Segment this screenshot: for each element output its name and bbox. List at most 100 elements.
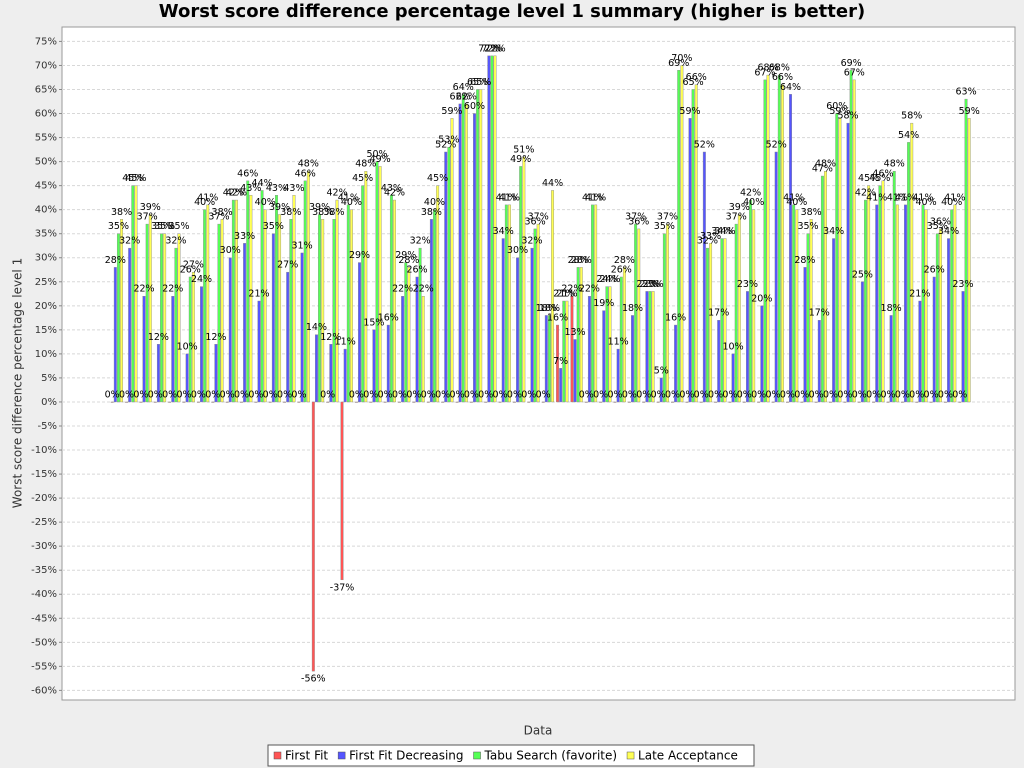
bar <box>335 199 339 403</box>
data-label: 32% <box>119 236 140 247</box>
bar <box>728 401 732 403</box>
y-tick-label: -5% <box>38 421 57 432</box>
y-tick-label: -50% <box>31 637 57 648</box>
data-label: 38% <box>421 207 442 218</box>
bar <box>895 204 899 403</box>
bar <box>254 401 258 403</box>
y-tick-label: 65% <box>35 84 57 95</box>
y-tick-label: -35% <box>31 565 57 576</box>
y-tick-label: 30% <box>35 253 57 264</box>
bar <box>145 223 149 403</box>
data-label: 41% <box>585 192 606 203</box>
bar <box>907 142 911 403</box>
bar <box>662 233 666 403</box>
data-label: 47% <box>812 164 833 175</box>
bar <box>688 118 692 403</box>
bar <box>579 267 583 403</box>
data-label: 32% <box>410 236 431 247</box>
bar <box>789 94 792 403</box>
data-label: 0% <box>176 389 191 400</box>
data-label: 39% <box>140 202 161 213</box>
bar <box>671 401 674 403</box>
data-label: 41% <box>783 192 804 203</box>
data-label: 38% <box>280 207 301 218</box>
data-label: 65% <box>683 77 704 88</box>
bar <box>415 276 419 403</box>
data-label: 45% <box>869 173 890 184</box>
data-label: 16% <box>665 313 686 324</box>
data-label: 5% <box>654 365 669 376</box>
data-label: 46% <box>237 168 258 179</box>
data-label: 28% <box>571 255 592 266</box>
bar <box>303 180 307 403</box>
bar <box>504 204 508 403</box>
bar <box>473 113 476 403</box>
bar <box>694 84 698 403</box>
data-label: 22% <box>162 284 183 295</box>
data-label: 38% <box>312 207 333 218</box>
bar <box>935 233 939 403</box>
data-label: 40% <box>194 197 215 208</box>
bar <box>191 271 195 403</box>
data-label: 42% <box>855 188 876 199</box>
bar <box>246 180 250 403</box>
bar <box>737 214 741 403</box>
bar <box>846 122 850 403</box>
data-label: 40% <box>424 197 445 208</box>
bar <box>921 204 925 403</box>
data-label: 0% <box>909 389 924 400</box>
data-label: 26% <box>406 264 427 275</box>
bar <box>375 161 379 403</box>
legend <box>267 744 755 767</box>
data-label: 0% <box>665 389 680 400</box>
bar <box>418 247 422 403</box>
data-label: 13% <box>564 327 585 338</box>
bar <box>594 204 598 403</box>
data-label: 41% <box>944 192 965 203</box>
data-label: 58% <box>901 111 922 122</box>
bar <box>838 118 842 403</box>
data-label: 12% <box>205 332 226 343</box>
data-label: 0% <box>866 389 881 400</box>
data-label: 30% <box>220 245 241 256</box>
data-label: 37% <box>625 212 646 223</box>
bar <box>174 247 178 403</box>
data-label: 35% <box>108 221 129 232</box>
bar <box>364 171 368 403</box>
data-label: 21% <box>553 289 574 300</box>
data-label: 0% <box>536 389 551 400</box>
data-label: 27% <box>277 260 298 271</box>
bar <box>458 103 462 403</box>
bar <box>153 401 157 403</box>
bar <box>757 401 761 403</box>
data-label: 27% <box>183 260 204 271</box>
bar <box>860 281 864 403</box>
bar <box>806 233 810 403</box>
bar <box>544 315 548 403</box>
bar <box>766 74 770 403</box>
bar <box>436 185 440 403</box>
bar <box>479 89 483 403</box>
bar <box>875 204 879 403</box>
bar <box>777 74 781 403</box>
bar <box>343 348 347 403</box>
data-label: 59% <box>829 106 850 117</box>
data-label: 24% <box>599 274 620 285</box>
bar <box>634 223 638 403</box>
bar <box>944 401 947 403</box>
data-label: 38% <box>212 207 233 218</box>
data-label: 0% <box>737 389 752 400</box>
bar <box>910 122 914 403</box>
bar <box>469 401 473 403</box>
data-label: 0% <box>392 389 407 400</box>
y-tick-label: -55% <box>31 661 57 672</box>
data-label: 45% <box>125 173 146 184</box>
data-label: 59% <box>441 106 462 117</box>
data-label: 37% <box>726 212 747 223</box>
bar <box>372 329 376 403</box>
data-label: 0% <box>651 389 666 400</box>
bar <box>214 344 218 403</box>
bar <box>947 238 951 403</box>
bar <box>605 286 609 403</box>
bar <box>562 300 566 403</box>
